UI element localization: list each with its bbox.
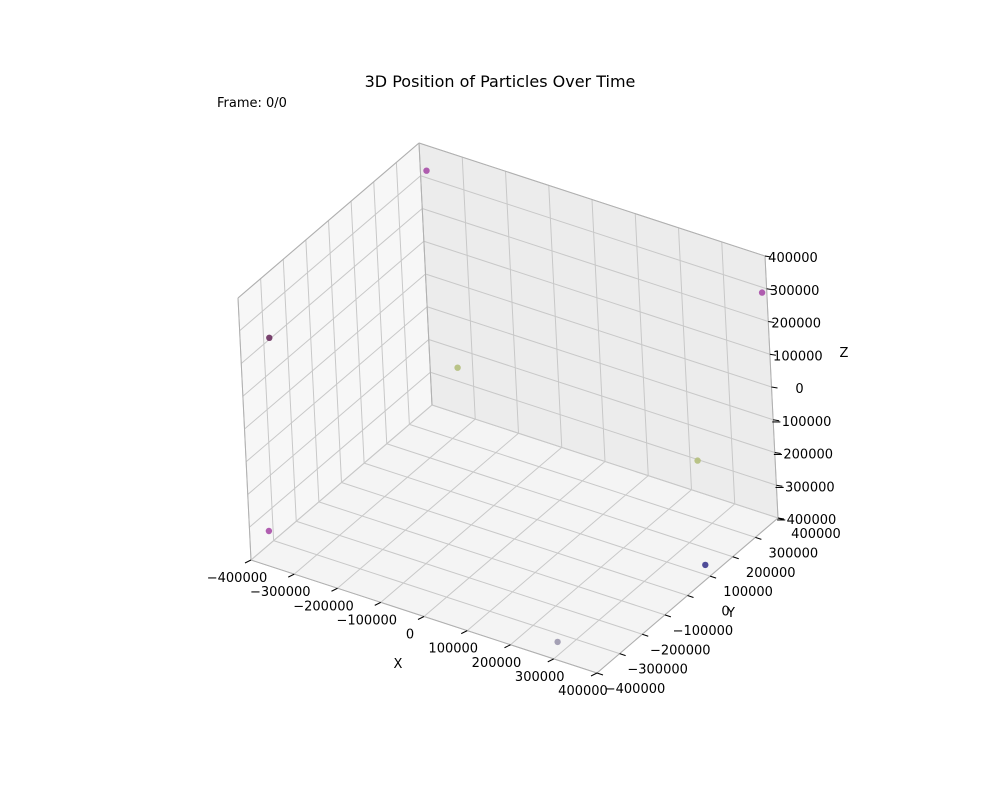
x-tick-label-7: 300000 xyxy=(515,670,565,685)
z-tick-label-4: 0 xyxy=(795,382,803,397)
y-tick-label-1: −300000 xyxy=(627,663,688,678)
tick-labels: −400000−400000−400000−300000−300000−3000… xyxy=(207,251,841,699)
y-tick-3 xyxy=(664,614,672,618)
y-tick-label-3: −100000 xyxy=(673,624,734,639)
z-tick-label-5: 100000 xyxy=(773,349,823,364)
x-tick-4 xyxy=(417,616,425,620)
y-tick-label-7: 300000 xyxy=(769,546,819,561)
z-tick-label-8: 400000 xyxy=(768,251,818,266)
grid-side-y-5 xyxy=(350,201,365,464)
z-tick-8 xyxy=(764,255,772,258)
y-tick-1 xyxy=(619,653,626,657)
data-point-4 xyxy=(694,457,701,464)
y-tick-0 xyxy=(596,672,604,676)
x-tick-7 xyxy=(547,658,554,663)
grid-floor-y-4 xyxy=(341,482,688,596)
x-tick-8 xyxy=(590,672,598,677)
z-tick-2 xyxy=(774,452,781,454)
x-tick-label-2: −200000 xyxy=(293,599,354,614)
y-tick-6 xyxy=(732,556,739,560)
grid-back-z-7 xyxy=(420,175,767,290)
pane-edge-5 xyxy=(418,142,766,257)
z-tick-6 xyxy=(768,321,775,323)
grid-floor-x-7 xyxy=(553,503,736,660)
data-point-6 xyxy=(265,527,273,535)
pane-edge-6 xyxy=(237,142,420,299)
z-tick-1 xyxy=(776,484,783,487)
data-point-3 xyxy=(454,364,461,371)
z-tick-3 xyxy=(773,419,780,422)
z-tick-label-0: −400000 xyxy=(776,513,837,528)
x-tick-label-8: 400000 xyxy=(558,684,608,699)
data-points xyxy=(265,167,766,646)
axis-labels: X Y Z xyxy=(394,346,849,672)
y-tick-label-0: −400000 xyxy=(605,682,666,697)
grid-floor-x-5 xyxy=(466,475,649,632)
y-tick-2 xyxy=(642,633,649,637)
x-tick-label-5: 100000 xyxy=(428,642,478,657)
y-tick-4 xyxy=(687,595,694,598)
grid-back-x-7 xyxy=(721,241,736,504)
grid-back-x-6 xyxy=(678,227,692,490)
z-tick-label-3: −100000 xyxy=(771,415,832,430)
grid-back-z-5 xyxy=(423,240,771,355)
grid-side-z-7 xyxy=(239,175,421,332)
data-point-7 xyxy=(554,638,561,646)
x-tick-3 xyxy=(374,601,381,606)
y-tick-label-2: −200000 xyxy=(650,643,711,658)
pane-edge-3 xyxy=(237,297,252,561)
x-axis-label: X xyxy=(394,657,403,672)
grid-floor-y-8 xyxy=(431,404,779,519)
grid-floor-x-6 xyxy=(510,489,692,646)
frame-counter: Frame: 0/0 xyxy=(217,96,287,111)
z-tick-label-1: −300000 xyxy=(774,480,835,495)
x-tick-6 xyxy=(504,644,511,649)
data-point-0 xyxy=(423,167,430,174)
z-tick-label-6: 200000 xyxy=(771,317,821,332)
x-tick-5 xyxy=(461,630,468,635)
y-tick-8 xyxy=(777,517,785,521)
x-tick-label-0: −400000 xyxy=(207,571,268,586)
chart-title: 3D Position of Particles Over Time xyxy=(364,72,636,91)
z-tick-7 xyxy=(766,288,773,291)
grid-side-y-6 xyxy=(373,181,388,444)
grid-side-z-5 xyxy=(242,240,425,397)
y-tick-label-6: 200000 xyxy=(746,566,796,581)
grid-floor-y-7 xyxy=(409,423,756,538)
y-tick-label-4: 0 xyxy=(721,605,729,620)
z-tick-label-2: −200000 xyxy=(772,448,833,463)
data-point-5 xyxy=(702,561,709,569)
y-axis-label: Y xyxy=(726,606,735,621)
data-point-2 xyxy=(266,334,273,341)
x-tick-2 xyxy=(331,587,338,592)
grid-side-z-4 xyxy=(244,273,426,430)
z-tick-4 xyxy=(771,386,778,389)
x-tick-label-3: −100000 xyxy=(336,613,397,628)
y-tick-5 xyxy=(709,575,717,579)
y-tick-7 xyxy=(755,536,762,540)
x-tick-1 xyxy=(288,573,295,578)
pane-edge-2 xyxy=(418,142,433,406)
x-tick-label-4: 0 xyxy=(406,628,414,643)
grid-back-z-4 xyxy=(425,273,772,388)
z-axis-label: Z xyxy=(840,346,849,361)
grid-floor-y-6 xyxy=(386,443,733,558)
x-tick-label-6: 200000 xyxy=(472,656,522,671)
y-tick-label-5: 100000 xyxy=(723,585,773,600)
x-tick-0 xyxy=(244,559,252,564)
grid-side-y-7 xyxy=(395,162,410,425)
z-tick-label-7: 300000 xyxy=(770,284,820,299)
y-tick-label-8: 400000 xyxy=(791,527,841,542)
grid-back-z-6 xyxy=(422,208,769,322)
grid-floor-y-5 xyxy=(363,462,711,577)
grid-back-x-5 xyxy=(634,213,649,476)
data-point-1 xyxy=(758,289,766,296)
x-tick-label-1: −300000 xyxy=(250,585,311,600)
z-tick-5 xyxy=(769,353,776,356)
